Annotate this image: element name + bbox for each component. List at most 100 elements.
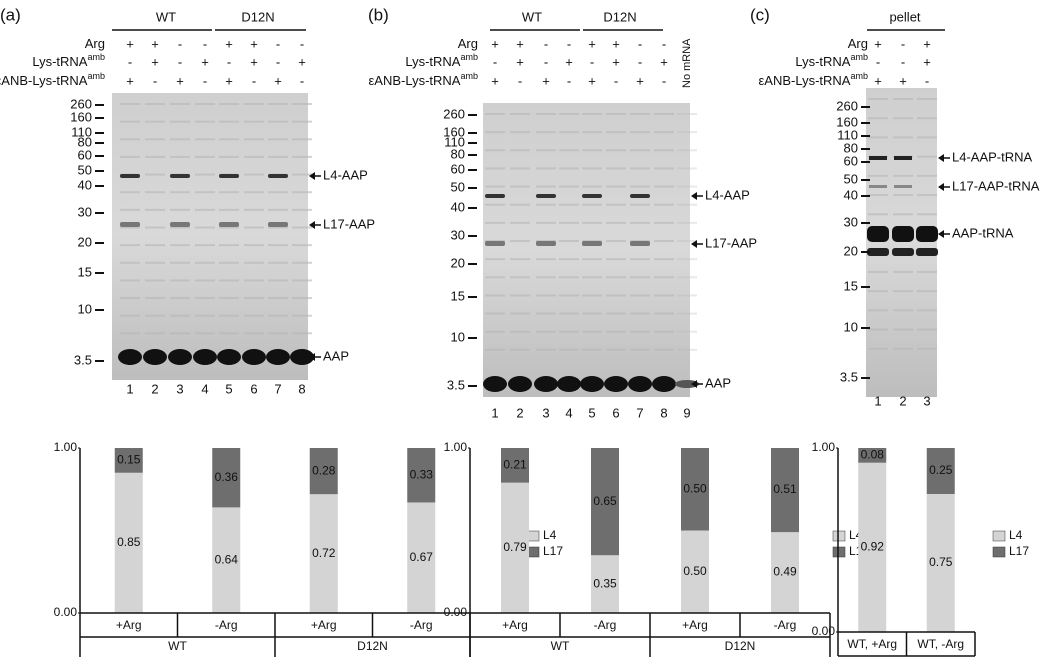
gel-smear [893,117,913,120]
gel-smear [654,294,674,297]
row-label-text: Arg [85,36,105,51]
gel-smear [893,328,913,331]
gel-smear [510,294,530,297]
gel-smear [654,203,674,206]
gel-smear [195,173,215,176]
row-label-text: Lys-tRNA [795,54,850,69]
group-label: D12N [603,9,636,24]
x-tick-label: +Arg [502,618,528,632]
sign: - [493,54,497,69]
gel-smear [219,244,239,247]
gel-smear [893,98,913,100]
gel-smear [170,226,190,229]
gel-smear [145,103,165,105]
sign: + [899,73,907,88]
row-label: εANB-Lys-tRNAamb [0,71,105,88]
gel-smear [195,138,215,141]
marker-label: 260 [70,96,92,111]
sign: + [225,73,233,88]
gel-smear [510,185,530,188]
gel-smear [677,276,697,279]
sign: - [276,54,280,69]
gel-smear [582,330,602,333]
sign: - [662,73,666,88]
gel-smear [917,136,937,139]
gel-smear [145,191,165,194]
gel-smear [559,348,579,351]
marker-label: 60 [451,161,465,176]
gel-smear [677,258,697,261]
gel-smear [559,240,579,242]
gel-smear [170,120,190,123]
value-label: 0.28 [312,463,336,477]
gel-smear [917,155,937,158]
value-label: 0.50 [683,481,707,495]
bar-segment [681,448,709,531]
lane-number: 3 [176,381,183,396]
gel-smear [868,328,888,331]
row-label: εANB-Lys-tRNAamb [368,71,478,88]
marker-label: 30 [451,227,465,242]
gel-smear [559,276,579,279]
gel-smear [244,208,264,211]
marker-label: 3.5 [447,377,465,392]
x-tick-label: WT, -Arg [917,637,964,651]
gel-smear [917,213,937,216]
gel-smear [917,347,937,350]
gel-smear [485,203,505,206]
gel-smear [868,347,888,350]
marker-label: 10 [844,319,858,334]
gel-smear [195,155,215,158]
gel-band [268,174,288,178]
lane-number: 2 [516,405,523,420]
sign: - [567,36,571,51]
gel-band [266,349,290,365]
gel-smear [244,332,264,335]
group-label: WT [522,9,542,24]
gel-smear [630,131,650,134]
gel-smear [219,297,239,300]
gel-smear [536,203,556,206]
gel-smear [219,261,239,264]
gel-smear [219,226,239,229]
row-label-sup: amb [850,52,868,62]
gel-smear [654,258,674,261]
gel-smear [219,208,239,211]
band-label: L4-AAP-tRNA [952,149,1033,164]
gel-smear [292,138,312,141]
gel-band [630,241,650,246]
gel-smear [120,138,140,141]
gel-smear [485,131,505,134]
gel-smear [292,261,312,264]
sign: - [638,36,642,51]
gel-smear [536,312,556,315]
band-label: AAP [323,348,349,363]
gel-smear [510,330,530,333]
lane-number: 7 [636,405,643,420]
gel-smear [606,312,626,315]
gel-smear [654,348,674,351]
gel-band [170,222,190,227]
sign: - [901,36,905,51]
gel-smear [219,279,239,282]
gel-smear [868,270,888,273]
gel-smear [654,131,674,134]
gel-smear [244,173,264,176]
gel-smear [120,279,140,282]
lane-number: 8 [660,405,667,420]
sign: + [612,36,620,51]
gel-band [628,376,652,392]
gel-smear [268,314,288,317]
gel-smear [145,155,165,158]
sign: + [542,73,550,88]
bar-segment [309,494,338,613]
sign: - [518,73,522,88]
gel-smear [536,258,556,261]
marker-label: 15 [451,288,465,303]
sign: + [491,73,499,88]
lane-number: 7 [274,381,281,396]
x-tick-label: WT, +Arg [847,637,897,651]
gel-band [630,194,650,198]
sign: + [176,73,184,88]
